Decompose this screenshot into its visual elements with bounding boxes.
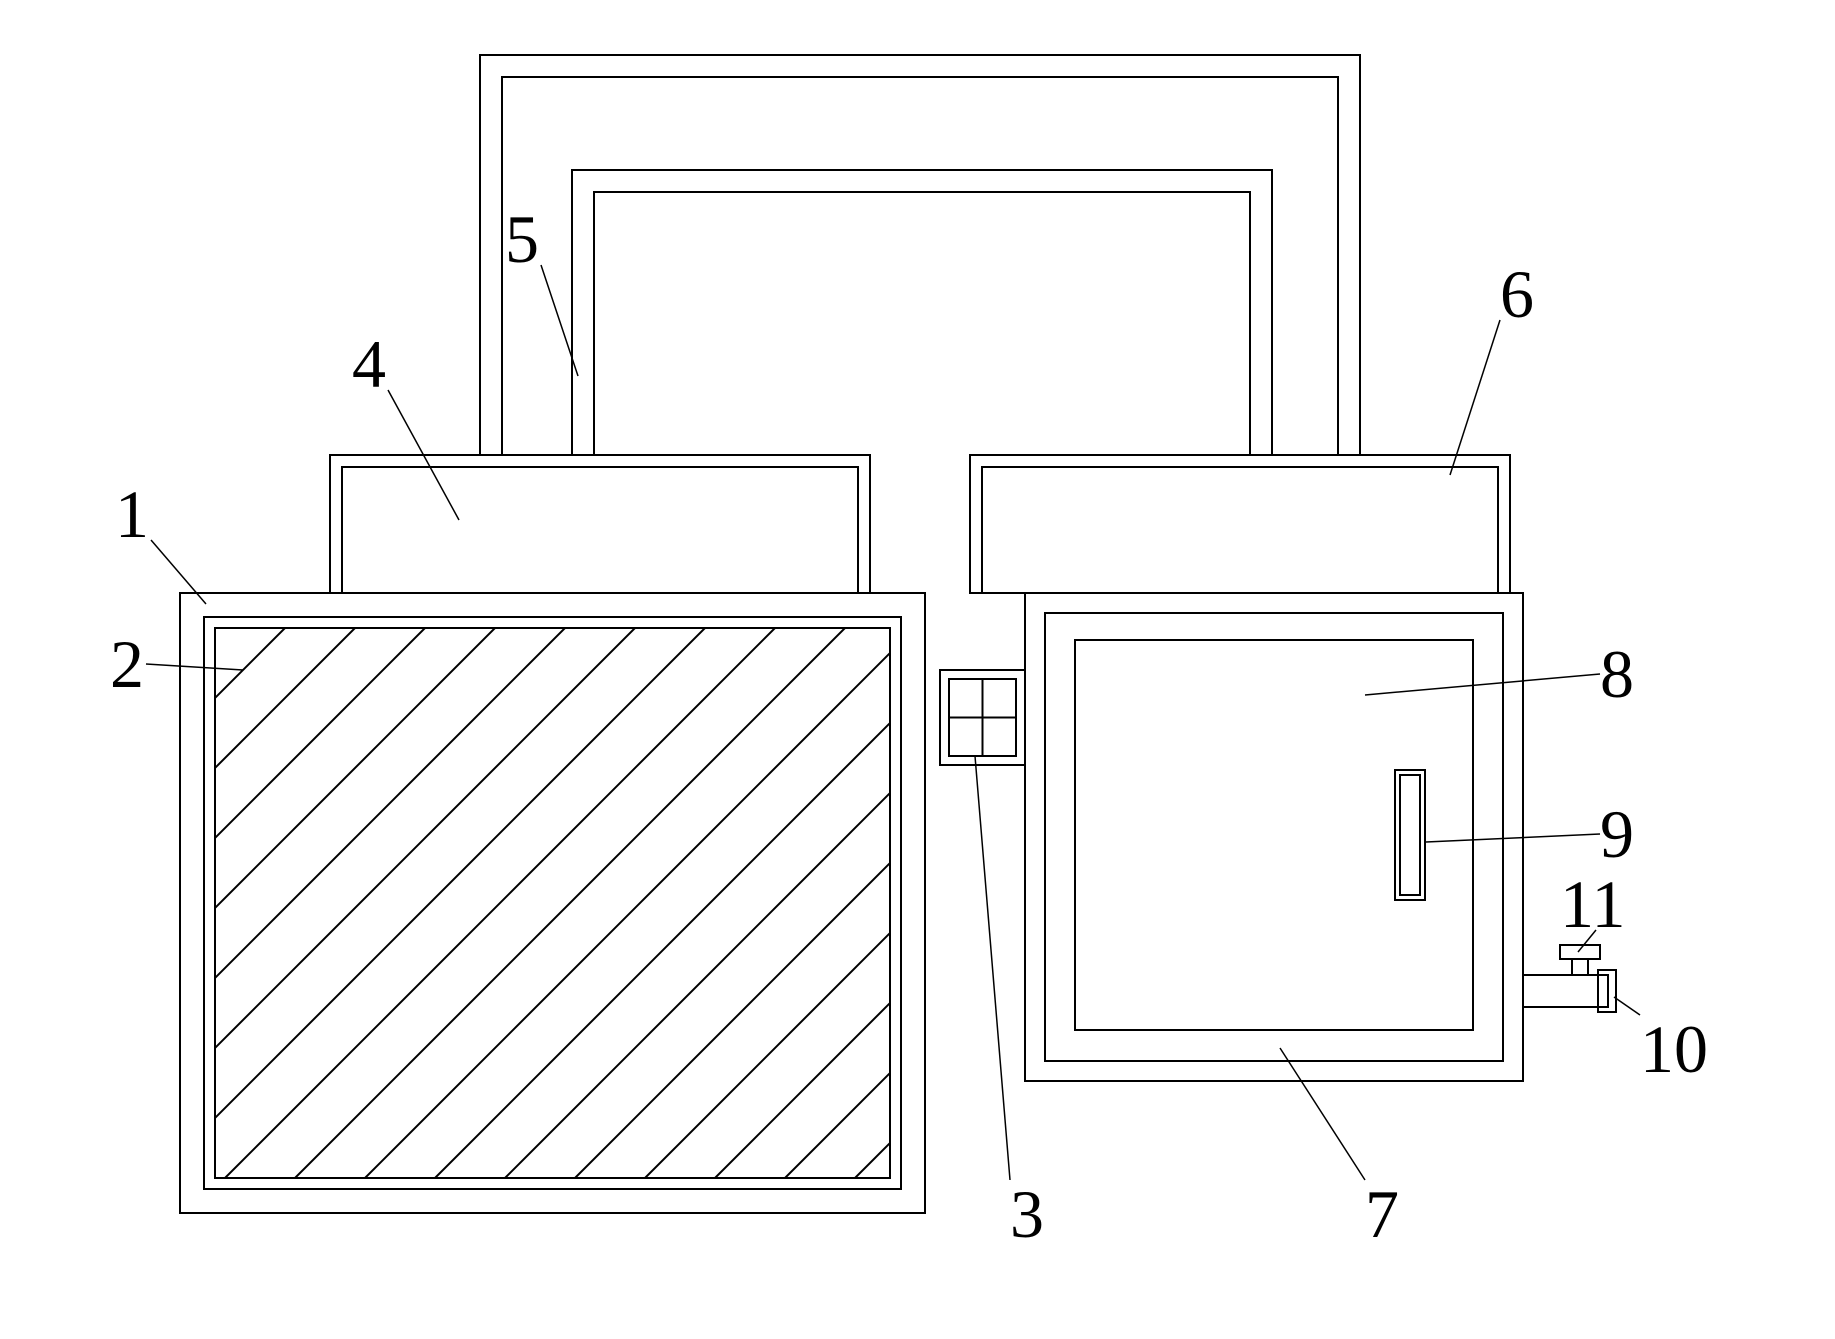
label-7: 7 [1365,1180,1399,1248]
label-1: 1 [115,480,149,548]
label-2: 2 [110,630,144,698]
label-9: 9 [1600,800,1634,868]
label-11: 11 [1560,870,1625,938]
diagram-container: 1 2 3 4 5 6 7 8 9 10 11 [0,0,1835,1334]
technical-drawing [0,0,1835,1334]
label-4: 4 [352,330,386,398]
label-6: 6 [1500,260,1534,328]
label-3: 3 [1010,1180,1044,1248]
label-10: 10 [1640,1015,1708,1083]
label-5: 5 [505,205,539,273]
label-8: 8 [1600,640,1634,708]
